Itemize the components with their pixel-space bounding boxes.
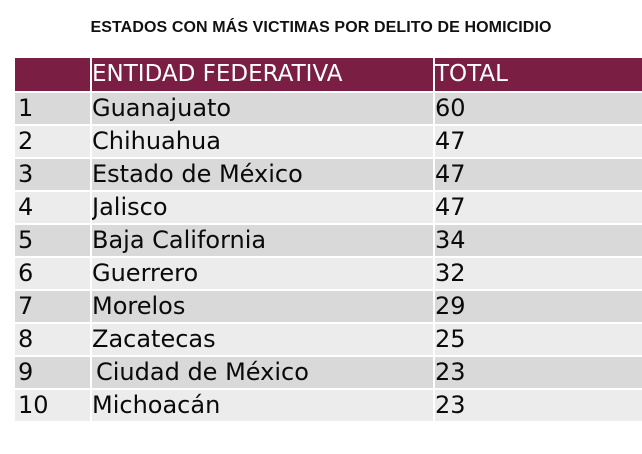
row-state: Chihuahua [90,124,435,159]
row-state: Ciudad de México [90,355,435,390]
row-rank: 6 [13,256,92,291]
table-title: ESTADOS CON MÁS VICTIMAS POR DELITO DE H… [90,19,552,36]
row-rank: 3 [13,157,92,192]
row-state: Baja California [90,223,435,258]
table-row: 3 Estado de México 47 [13,157,642,192]
row-state: Jalisco [90,190,435,225]
row-total: 47 [433,124,642,159]
row-rank: 10 [13,388,92,423]
row-state: Michoacán [90,388,435,423]
row-rank: 2 [13,124,92,159]
row-rank: 4 [13,190,92,225]
header-total: TOTAL [433,56,642,93]
table-row: 9 Ciudad de México 23 [13,355,642,390]
row-rank: 9 [13,355,92,390]
table-row: 6 Guerrero 32 [13,256,642,291]
table-row: 4 Jalisco 47 [13,190,642,225]
row-total: 29 [433,289,642,324]
row-state: Morelos [90,289,435,324]
row-total: 60 [433,91,642,126]
row-state: Estado de México [90,157,435,192]
header-entidad-federativa: ENTIDAD FEDERATIVA [90,56,435,93]
row-rank: 1 [13,91,92,126]
header-rank [13,56,92,93]
row-total: 23 [433,355,642,390]
table-row: 8 Zacatecas 25 [13,322,642,357]
table-header-row: ENTIDAD FEDERATIVA TOTAL [13,56,642,93]
table-row: 2 Chihuahua 47 [13,124,642,159]
row-total: 25 [433,322,642,357]
row-total: 47 [433,190,642,225]
row-rank: 8 [13,322,92,357]
table-row: 1 Guanajuato 60 [13,91,642,126]
row-total: 47 [433,157,642,192]
row-rank: 5 [13,223,92,258]
table-row: 5 Baja California 34 [13,223,642,258]
table-row: 7 Morelos 29 [13,289,642,324]
homicide-table: ENTIDAD FEDERATIVA TOTAL 1 Guanajuato 60… [13,56,642,423]
row-state: Guerrero [90,256,435,291]
table-row: 10 Michoacán 23 [13,388,642,423]
row-total: 32 [433,256,642,291]
row-total: 23 [433,388,642,423]
row-state: Zacatecas [90,322,435,357]
row-total: 34 [433,223,642,258]
row-rank: 7 [13,289,92,324]
row-state: Guanajuato [90,91,435,126]
